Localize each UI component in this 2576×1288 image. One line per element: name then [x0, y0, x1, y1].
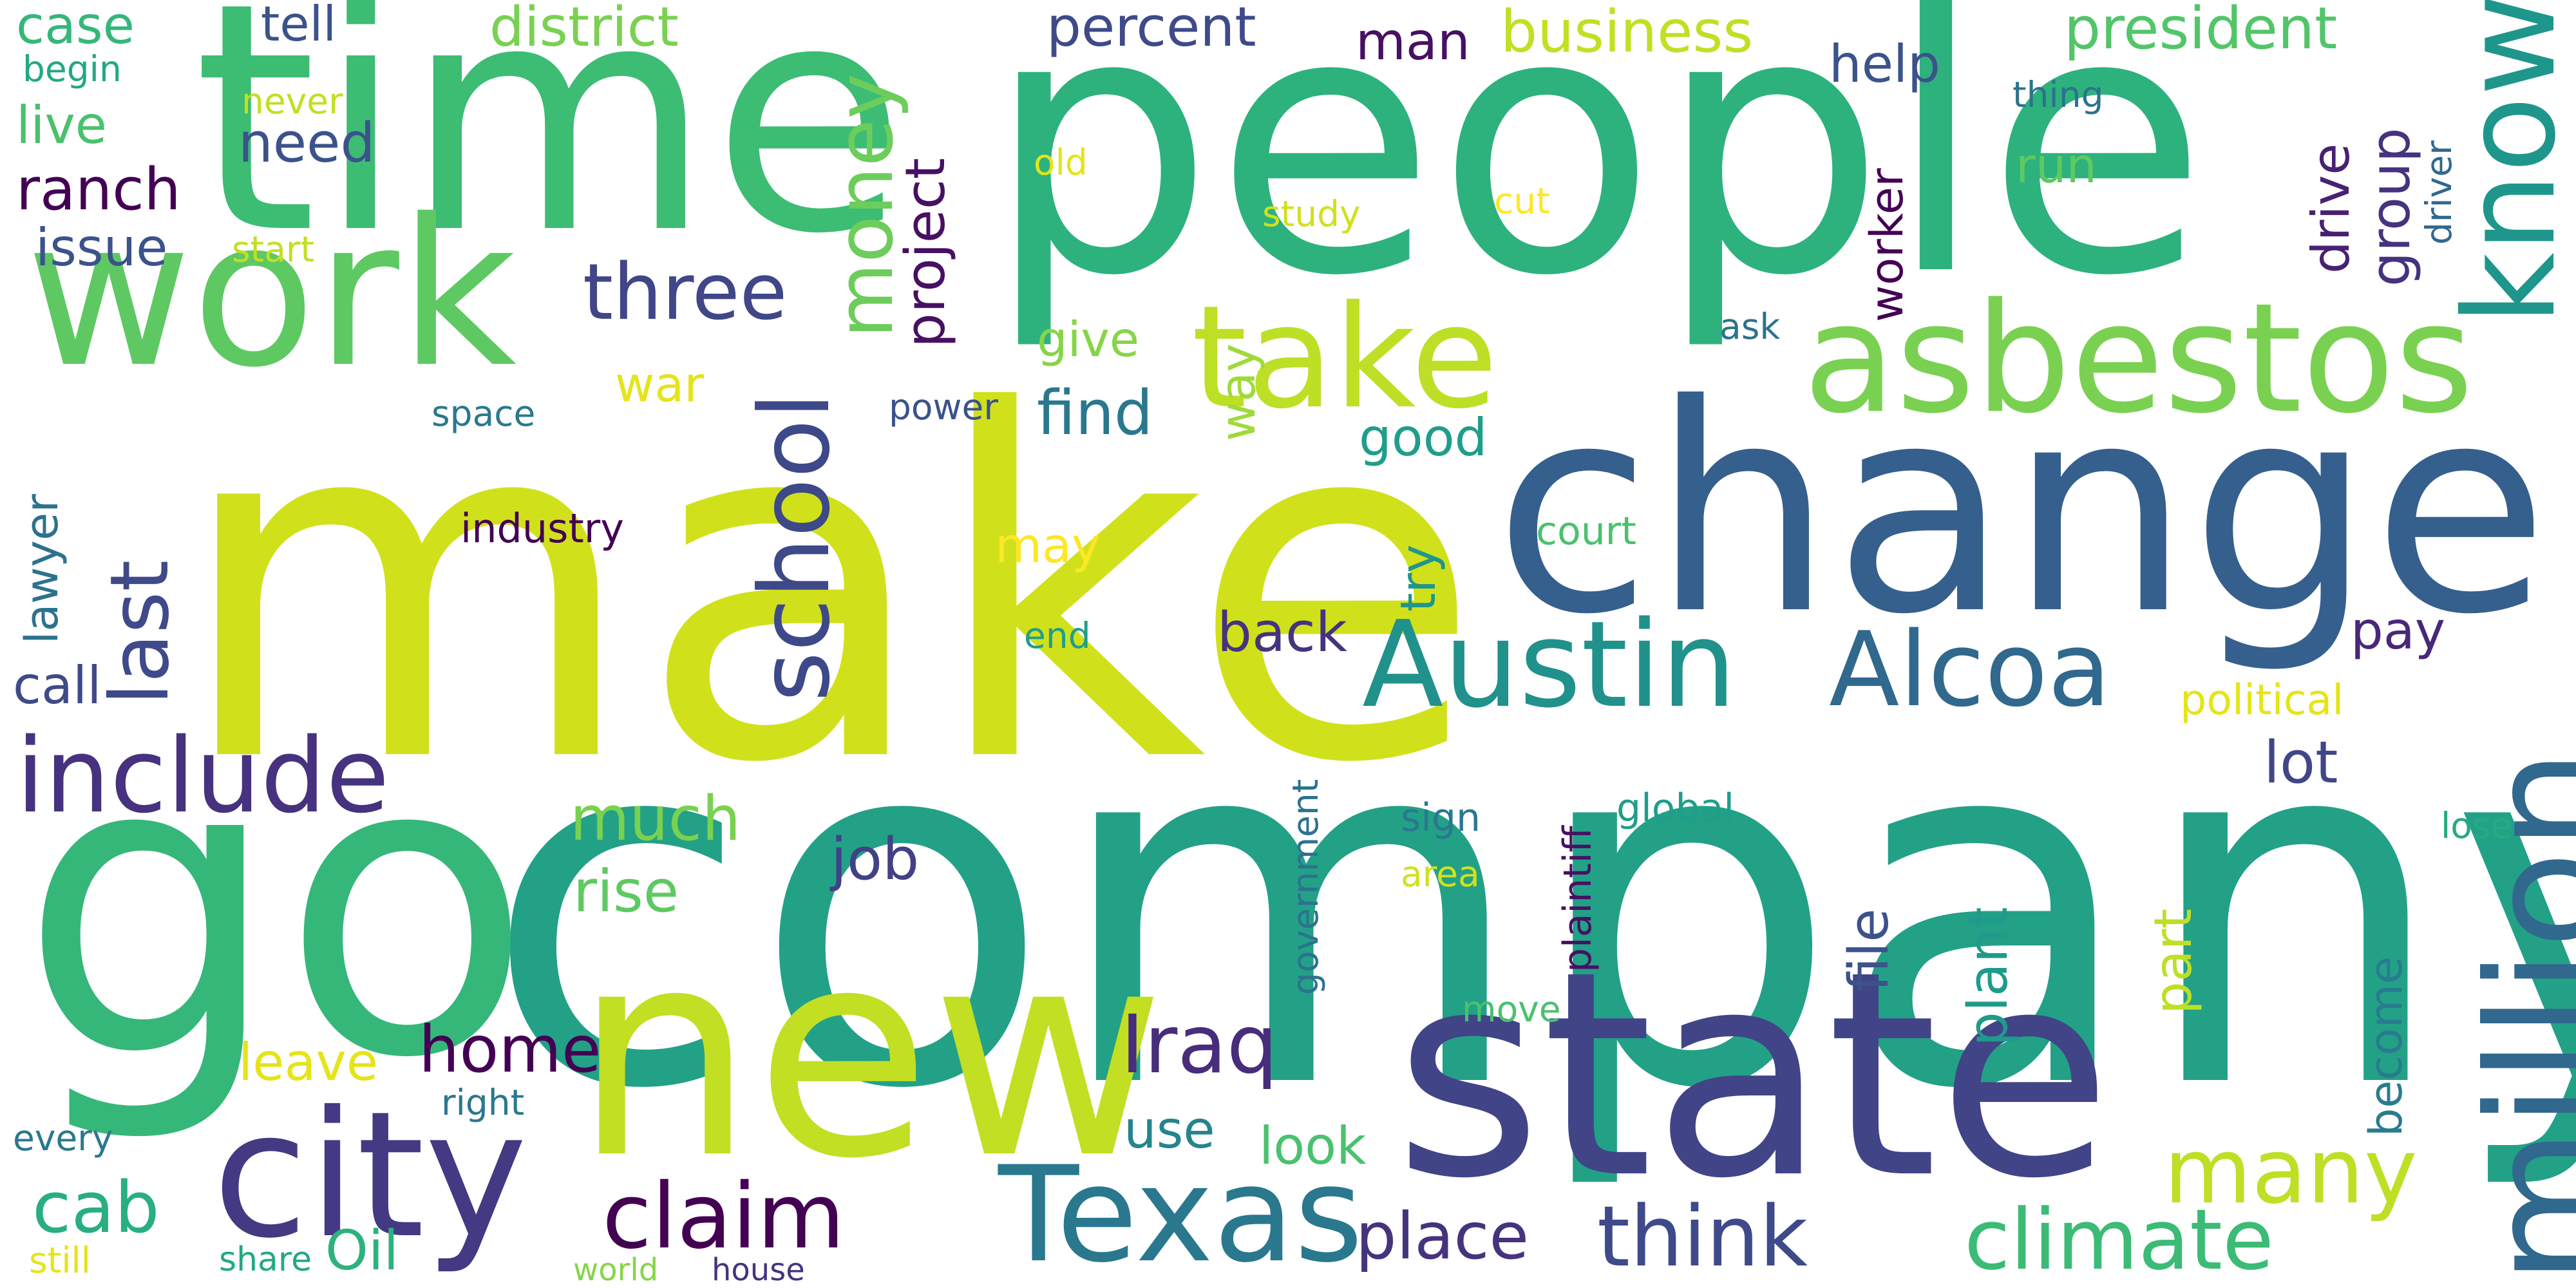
word-cut: cut: [1494, 180, 1550, 222]
word-still: still: [29, 1240, 91, 1281]
word-power: power: [889, 386, 998, 428]
word-climate: climate: [1964, 1191, 2274, 1288]
word-worker: worker: [1861, 168, 1913, 322]
word-place: place: [1356, 1198, 1530, 1274]
word-need: need: [238, 111, 375, 175]
word-space: space: [431, 393, 536, 434]
word-time: time: [193, 0, 907, 303]
word-back: back: [1217, 601, 1347, 665]
word-man: man: [1356, 12, 1470, 71]
word-ask: ask: [1719, 306, 1781, 347]
word-much: much: [570, 784, 741, 855]
word-home: home: [419, 1012, 601, 1087]
word-people: people: [985, 0, 2208, 355]
word-try: try: [1390, 544, 1446, 612]
word-include: include: [16, 715, 390, 836]
word-school: school: [739, 392, 851, 702]
word-project: project: [894, 157, 958, 348]
word-case: case: [16, 0, 135, 55]
word-three: three: [583, 248, 788, 337]
word-look: look: [1259, 1116, 1367, 1176]
word-industry: industry: [460, 505, 624, 552]
word-city: city: [213, 1074, 528, 1276]
word-sign: sign: [1401, 795, 1481, 840]
word-company: company: [483, 627, 2576, 1196]
word-iraq: Iraq: [1121, 998, 1278, 1092]
word-business: business: [1501, 0, 1754, 66]
word-file: file: [1837, 908, 1901, 992]
word-austin: Austin: [1362, 595, 1737, 734]
word-world: world: [573, 1252, 659, 1288]
word-group: group: [2359, 128, 2423, 287]
word-house: house: [712, 1252, 805, 1288]
word-million: million: [2453, 748, 2576, 1285]
word-issue: issue: [35, 218, 168, 278]
word-last: last: [93, 560, 187, 705]
word-take: take: [1191, 275, 1498, 440]
word-never: never: [242, 80, 343, 122]
word-claim: claim: [602, 1164, 845, 1269]
word-state: state: [1394, 911, 2112, 1240]
word-right: right: [441, 1082, 525, 1123]
word-driver: driver: [2418, 140, 2459, 245]
word-plant: plant: [1956, 907, 2020, 1046]
word-war: war: [615, 356, 705, 413]
word-study: study: [1262, 193, 1361, 234]
word-thing: thing: [2012, 74, 2104, 115]
word-old: old: [1034, 142, 1088, 183]
word-live: live: [16, 95, 108, 155]
word-begin: begin: [23, 48, 122, 90]
word-ranch: ranch: [16, 156, 181, 223]
word-every: every: [13, 1117, 113, 1159]
word-lose: lose: [2441, 805, 2513, 846]
word-district: district: [489, 0, 679, 59]
word-may: may: [995, 517, 1101, 574]
word-money: money: [821, 73, 911, 338]
word-call: call: [13, 656, 102, 715]
word-move: move: [1462, 989, 1561, 1030]
word-lawyer: lawyer: [15, 494, 68, 644]
word-court: court: [1536, 509, 1636, 554]
word-president: president: [2064, 0, 2338, 62]
word-run: run: [2016, 137, 2097, 194]
word-percent: percent: [1046, 0, 1256, 59]
word-alcoa: Alcoa: [1829, 609, 2111, 730]
word-political: political: [2180, 676, 2344, 724]
word-find: find: [1037, 378, 1153, 449]
word-texas: Texas: [998, 1139, 1363, 1288]
word-start: start: [232, 229, 315, 270]
word-pay: pay: [2351, 601, 2446, 661]
word-government: government: [1285, 779, 1326, 995]
word-way: way: [1209, 343, 1266, 441]
word-tell: tell: [261, 0, 337, 52]
word-use: use: [1124, 1100, 1215, 1160]
word-global: global: [1616, 786, 1734, 831]
word-go: go: [19, 668, 533, 1148]
word-drive: drive: [2301, 143, 2361, 274]
word-make: make: [174, 312, 1482, 867]
word-new: new: [573, 887, 1166, 1221]
word-end: end: [1024, 615, 1091, 656]
word-leave: leave: [238, 1032, 379, 1092]
word-job: job: [831, 826, 920, 893]
word-help: help: [1829, 34, 1940, 94]
word-asbestos: asbestos: [1803, 271, 2474, 447]
word-lot: lot: [2264, 729, 2338, 797]
word-rise: rise: [573, 858, 679, 925]
word-good: good: [1359, 408, 1488, 468]
word-oil: Oil: [325, 1219, 399, 1283]
word-think: think: [1597, 1188, 1808, 1285]
word-know: know: [2437, 0, 2576, 325]
word-work: work: [26, 176, 517, 412]
word-part: part: [2143, 908, 2203, 1014]
word-many: many: [2164, 1119, 2418, 1224]
word-share: share: [219, 1240, 312, 1279]
word-area: area: [1401, 853, 1480, 895]
word-cab: cab: [32, 1166, 160, 1249]
word-give: give: [1037, 311, 1139, 368]
word-plaintiff: plaintiff: [1555, 826, 1600, 972]
word-change: change: [1494, 343, 2549, 677]
word-become: become: [2360, 956, 2412, 1137]
